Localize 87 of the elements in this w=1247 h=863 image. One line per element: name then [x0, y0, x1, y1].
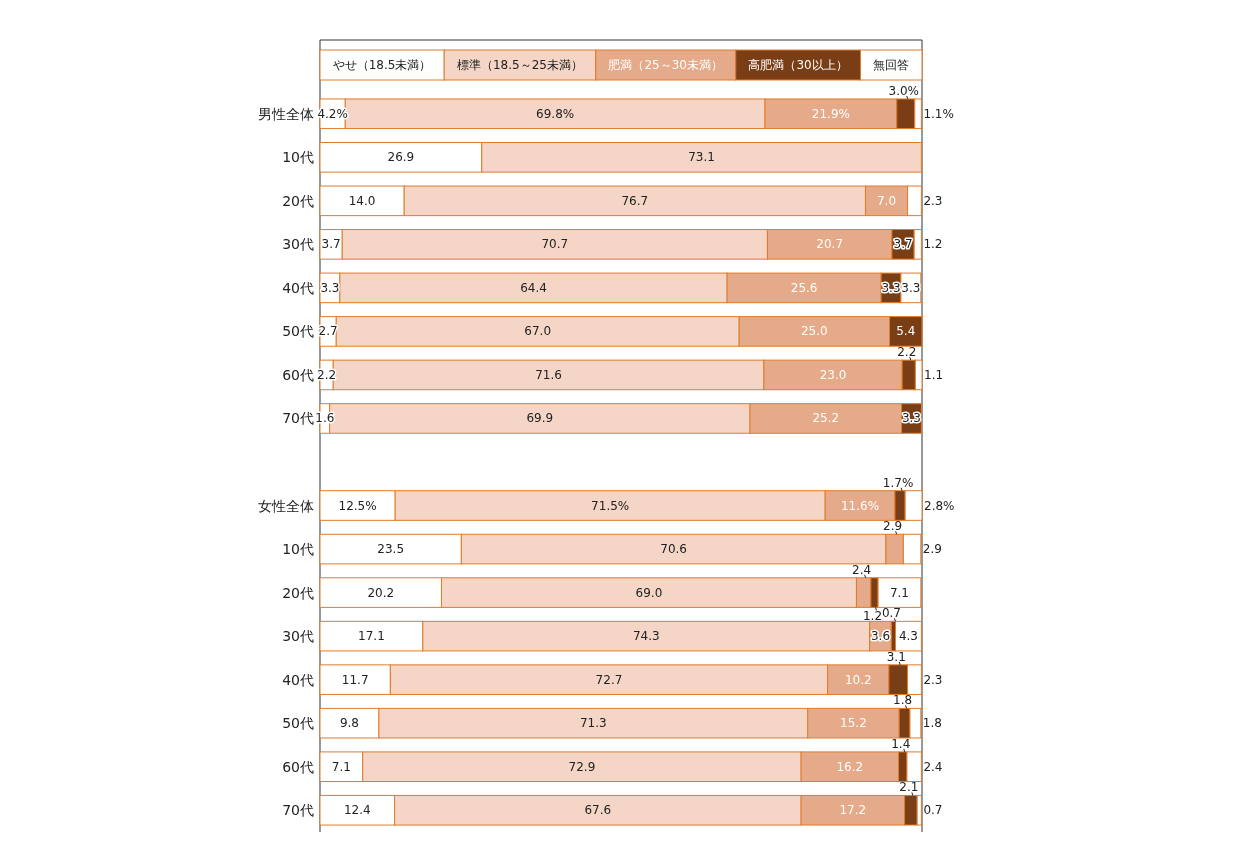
data-label: 3.3 [881, 280, 901, 295]
data-label: 1.8 [893, 693, 913, 708]
data-label: 0.7 [881, 606, 901, 621]
y-tick-label: 40代 [282, 279, 314, 296]
y-tick-label: 20代 [282, 192, 314, 209]
data-label: 70.7 [541, 237, 569, 252]
data-label: 20.7 [816, 237, 844, 252]
data-label: 17.2 [839, 803, 867, 818]
data-label: 64.4 [520, 280, 547, 295]
data-label: 25.0 [800, 324, 828, 339]
data-label: 11.7 [341, 672, 369, 687]
data-label: 2.3 [923, 193, 943, 208]
data-label: 3.3 [901, 280, 921, 295]
data-label: 7.1 [889, 585, 909, 600]
data-label: 71.5% [591, 498, 630, 513]
data-label: 20.2 [367, 585, 395, 600]
y-tick-label: 20代 [282, 584, 314, 601]
data-label: 71.6 [535, 367, 562, 382]
y-tick-label: 男性全体 [258, 105, 314, 122]
data-label: 0.7 [923, 803, 943, 818]
data-label: 3.3 [901, 411, 922, 426]
data-label: 1.2 [862, 609, 883, 624]
data-label: 3.0% [888, 83, 920, 98]
data-label: 72.9 [568, 759, 596, 774]
y-tick-label: 40代 [282, 671, 314, 688]
data-label: 14.0 [348, 193, 376, 208]
y-tick-label: 30代 [282, 236, 314, 253]
data-label: 73.1 [688, 150, 715, 165]
data-label: 2.1 [899, 780, 919, 795]
y-tick-label: 70代 [282, 802, 314, 819]
data-label: 1.1 [924, 367, 944, 382]
y-tick-label: 女性全体 [258, 497, 314, 514]
y-tick-label: 10代 [282, 541, 314, 558]
data-label: 67.6 [584, 803, 612, 818]
data-label: 71.3 [579, 716, 607, 731]
data-label: 72.7 [595, 672, 623, 687]
y-tick-label: 70代 [282, 410, 314, 427]
data-label: 76.7 [621, 193, 649, 208]
data-label: 23.5 [377, 542, 405, 557]
data-label: 5.4 [896, 324, 916, 339]
data-label: 70.6 [660, 542, 687, 557]
data-label: 3.7 [321, 237, 341, 252]
data-label: 1.1% [923, 106, 954, 121]
data-label: 67.0 [524, 324, 552, 339]
data-label: 1.8 [922, 716, 942, 731]
data-label: 2.8% [924, 498, 955, 513]
y-tick-label: 60代 [282, 366, 314, 383]
data-label: 15.2 [840, 716, 867, 731]
data-label: 4.3 [898, 629, 919, 644]
data-label: 21.9% [811, 106, 850, 121]
y-tick-label: 50代 [282, 323, 314, 340]
data-label: 12.4 [343, 803, 371, 818]
data-label: 2.9 [922, 542, 942, 557]
data-label: 3.1 [886, 649, 906, 664]
data-label: 11.6% [840, 498, 880, 513]
data-label: 25.2 [812, 411, 840, 426]
data-label: 1.7% [882, 475, 914, 490]
data-label: 3.6 [870, 629, 891, 644]
data-label: 23.0 [819, 367, 847, 382]
data-label: 7.0 [876, 193, 897, 208]
data-label: 69.8% [536, 106, 575, 121]
bar [895, 620, 922, 652]
data-label: 2.9 [883, 519, 903, 534]
data-label: 1.2 [923, 237, 943, 252]
data-label: 17.1 [358, 629, 385, 644]
data-label: 16.2 [836, 759, 864, 774]
data-label: 69.0 [635, 585, 663, 600]
data-label: 3.7 [893, 237, 913, 252]
y-tick-label: 60代 [282, 758, 314, 775]
y-tick-label: 30代 [282, 628, 314, 645]
data-label: 2.3 [923, 672, 943, 687]
data-label: 2.4 [923, 759, 943, 774]
y-tick-label: 50代 [282, 715, 314, 732]
data-label: 9.8 [339, 716, 360, 731]
data-label: 7.1 [331, 759, 351, 774]
data-label: 69.9 [526, 411, 554, 426]
data-label: 3.3 [320, 280, 340, 295]
data-label: 25.6 [790, 280, 818, 295]
legend: やせ（18.5未満） 標準（18.5～25未満） 肥満（25～30未満） 高肥満（30以上） 無回答 [319, 49, 923, 81]
data-label: 10.2 [844, 672, 872, 687]
y-tick-label: 10代 [282, 149, 314, 166]
data-label: 74.3 [632, 629, 660, 644]
data-label: 2.2 [897, 345, 917, 360]
data-label: 1.4 [891, 736, 911, 751]
data-label: 2.4 [852, 562, 872, 577]
data-label: 12.5% [338, 498, 377, 513]
data-label: 26.9 [387, 150, 415, 165]
